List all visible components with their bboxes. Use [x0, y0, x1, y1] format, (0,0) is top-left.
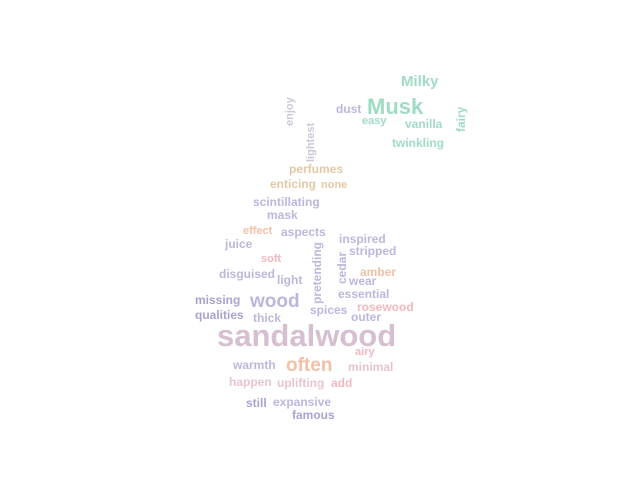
word-pretending: pretending	[310, 242, 324, 304]
word-amber: amber	[360, 265, 397, 279]
word-sandalwood: sandalwood	[217, 318, 397, 353]
word-inspired: inspired	[339, 232, 386, 246]
word-cedar: cedar	[335, 251, 349, 284]
word-thick: thick	[253, 311, 282, 325]
word-rosewood: rosewood	[357, 300, 414, 314]
word-effect: effect	[243, 225, 273, 237]
word-vanilla: vanilla	[405, 117, 443, 131]
word-minimal: minimal	[348, 360, 394, 374]
word-enjoy: enjoy	[284, 97, 296, 126]
word-still: still	[246, 396, 267, 410]
word-happen: happen	[229, 375, 272, 389]
word-lightest: lightest	[305, 122, 317, 162]
word-light: light	[277, 273, 303, 287]
word-fairy: fairy	[454, 106, 468, 132]
word-warmth: warmth	[233, 358, 276, 372]
word-famous: famous	[292, 408, 335, 422]
word-often: often	[286, 355, 333, 376]
word-add: add	[331, 376, 353, 390]
word-juice: juice	[225, 237, 253, 251]
word-dust: dust	[336, 102, 362, 116]
word-soft: soft	[261, 253, 282, 265]
word-qualities: qualities	[195, 308, 244, 322]
word-enticing: enticing	[270, 177, 317, 191]
word-easy: easy	[362, 115, 387, 127]
word-aspects: aspects	[281, 225, 326, 239]
word-perfumes: perfumes	[289, 162, 344, 176]
word-none: none	[321, 179, 348, 191]
word-twinkling: twinkling	[392, 136, 444, 150]
word-milky: Milky	[401, 73, 439, 90]
word-expansive: expansive	[273, 395, 332, 409]
word-missing: missing	[195, 293, 241, 307]
word-stripped: stripped	[349, 244, 397, 258]
word-scintillating: scintillating	[253, 195, 320, 209]
word-disguised: disguised	[219, 267, 276, 281]
word-uplifting: uplifting	[277, 376, 325, 390]
word-outer: outer	[351, 310, 381, 324]
word-musk: Musk	[367, 94, 424, 119]
word-wood: wood	[250, 291, 300, 312]
word-spices: spices	[310, 303, 348, 317]
word-mask: mask	[267, 208, 298, 222]
word-essential: essential	[338, 287, 390, 301]
word-wear: wear	[349, 274, 377, 288]
word-airy: airy	[355, 346, 375, 358]
